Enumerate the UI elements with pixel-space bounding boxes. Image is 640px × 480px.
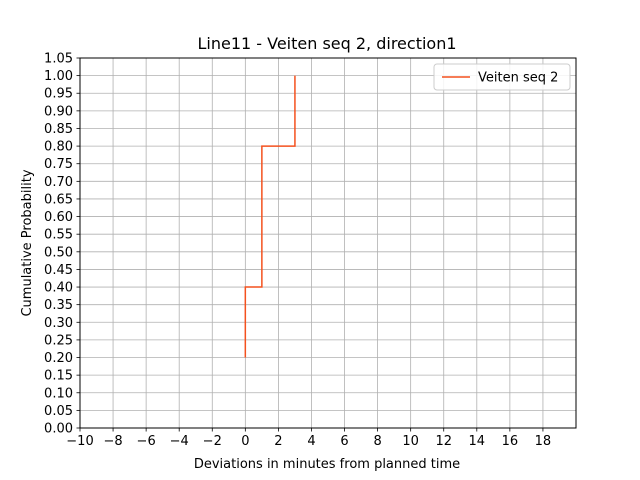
y-tick-label: 0.65 bbox=[44, 192, 73, 207]
y-tick-label: 0.70 bbox=[44, 175, 73, 190]
y-tick-label: 0.60 bbox=[44, 210, 73, 225]
y-tick-label: 0.95 bbox=[44, 87, 73, 102]
x-axis-title: Deviations in minutes from planned time bbox=[194, 457, 460, 472]
grid bbox=[79, 57, 576, 429]
y-tick-label: 0.55 bbox=[44, 228, 73, 243]
x-tick-label: −6 bbox=[137, 434, 156, 449]
y-tick-label: 0.35 bbox=[44, 298, 73, 313]
x-tick-label: −10 bbox=[66, 434, 93, 449]
x-tick-label: 12 bbox=[435, 434, 452, 449]
legend-label: Veiten seq 2 bbox=[478, 71, 558, 86]
x-tick-label: −2 bbox=[203, 434, 222, 449]
y-tick-label: 0.10 bbox=[44, 386, 73, 401]
x-tick-label: 2 bbox=[274, 434, 282, 449]
y-tick-label: 0.85 bbox=[44, 122, 73, 137]
x-axis: −10 −8 −6 −4 −2 0 2 4 6 8 10 12 14 16 18 bbox=[66, 428, 551, 449]
y-axis-title: Cumulative Probability bbox=[20, 169, 35, 316]
legend-box bbox=[433, 63, 571, 91]
y-tick-label: 0.20 bbox=[44, 351, 73, 366]
x-tick-label: 16 bbox=[502, 434, 519, 449]
x-tick-label: 10 bbox=[402, 434, 419, 449]
y-tick-label: 0.30 bbox=[44, 316, 73, 331]
plot-frame bbox=[79, 57, 577, 429]
y-tick-label: 1.00 bbox=[44, 69, 73, 84]
series-line bbox=[244, 75, 296, 358]
y-tick-label: 0.40 bbox=[44, 281, 73, 296]
y-tick-label: 0.75 bbox=[44, 157, 73, 172]
y-tick-label: 1.05 bbox=[44, 52, 73, 67]
y-tick-label: 0.00 bbox=[44, 422, 73, 437]
chart-title: Line11 - Veiten seq 2, direction1 bbox=[197, 34, 456, 53]
y-tick-label: 0.05 bbox=[44, 404, 73, 419]
y-tick-label: 0.15 bbox=[44, 369, 73, 384]
y-tick-label: 0.25 bbox=[44, 333, 73, 348]
x-tick-label: 4 bbox=[307, 434, 315, 449]
y-tick-label: 0.90 bbox=[44, 104, 73, 119]
y-tick-label: 0.80 bbox=[44, 140, 73, 155]
y-axis: 0.00 0.05 0.10 0.15 0.20 0.25 0.30 0.35 0.40 0.45… bbox=[44, 52, 80, 437]
x-tick-label: 18 bbox=[535, 434, 552, 449]
x-tick-label: −4 bbox=[170, 434, 189, 449]
x-tick-label: −8 bbox=[103, 434, 122, 449]
x-tick-label: 14 bbox=[469, 434, 486, 449]
y-tick-label: 0.45 bbox=[44, 263, 73, 278]
y-tick-label: 0.50 bbox=[44, 245, 73, 260]
x-tick-label: 8 bbox=[373, 434, 381, 449]
x-tick-label: 6 bbox=[340, 434, 348, 449]
x-tick-label: 0 bbox=[241, 434, 249, 449]
legend: Veiten seq 2 bbox=[433, 63, 571, 91]
series-layer bbox=[244, 75, 296, 358]
